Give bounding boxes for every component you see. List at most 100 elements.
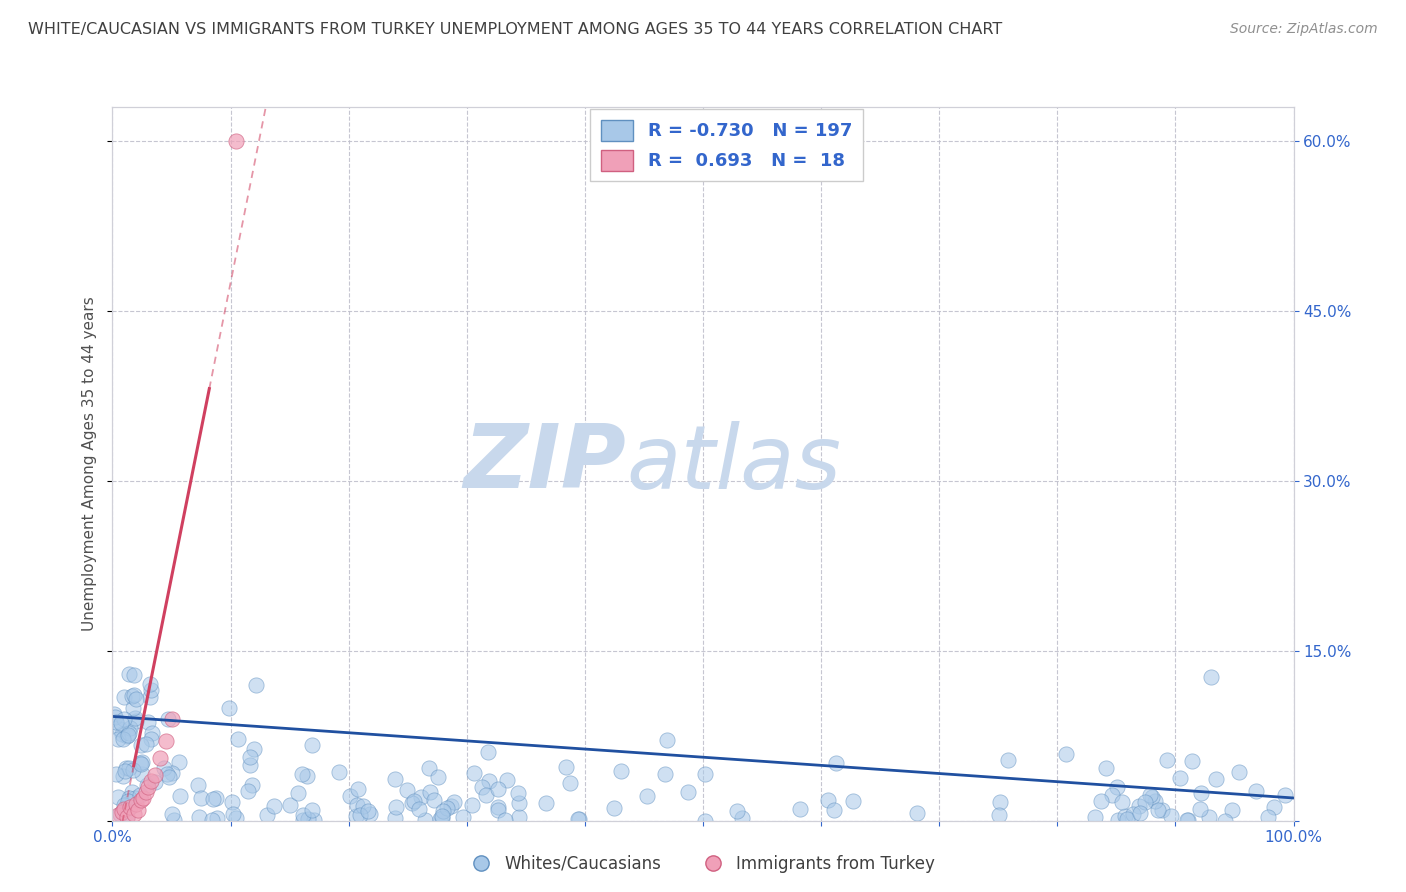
Point bbox=[695, 767, 717, 781]
Point bbox=[157, 712, 180, 726]
Point bbox=[1090, 794, 1112, 808]
Point bbox=[1181, 754, 1204, 768]
Point bbox=[118, 721, 141, 735]
Point bbox=[124, 711, 146, 725]
Point bbox=[347, 782, 370, 797]
Point bbox=[475, 788, 498, 802]
Point bbox=[139, 690, 162, 704]
Point bbox=[263, 798, 285, 813]
Point bbox=[239, 758, 262, 772]
Point bbox=[508, 796, 530, 810]
Point bbox=[430, 808, 453, 822]
Point bbox=[1156, 753, 1178, 767]
Point bbox=[1189, 785, 1212, 799]
Point bbox=[143, 775, 166, 789]
Point bbox=[1227, 764, 1250, 779]
Point bbox=[385, 800, 408, 814]
Point bbox=[141, 774, 163, 789]
Point bbox=[1177, 814, 1199, 828]
Point bbox=[789, 802, 811, 816]
Point bbox=[118, 801, 141, 815]
Point bbox=[104, 710, 127, 724]
Point bbox=[1128, 798, 1150, 813]
Point bbox=[1115, 812, 1137, 826]
Point bbox=[112, 802, 135, 816]
Point bbox=[118, 667, 141, 681]
Point bbox=[160, 712, 183, 726]
Point bbox=[136, 780, 159, 794]
Point bbox=[508, 810, 530, 824]
Point bbox=[401, 796, 423, 810]
Point bbox=[118, 726, 141, 740]
Point bbox=[1054, 747, 1077, 761]
Point bbox=[426, 770, 449, 784]
Point bbox=[256, 808, 278, 822]
Point bbox=[111, 805, 134, 819]
Point bbox=[568, 812, 591, 826]
Point bbox=[555, 760, 578, 774]
Point bbox=[108, 807, 131, 822]
Point bbox=[1177, 814, 1199, 828]
Point bbox=[997, 754, 1019, 768]
Point bbox=[443, 795, 465, 809]
Point bbox=[817, 793, 839, 807]
Point bbox=[1107, 813, 1129, 827]
Point bbox=[636, 789, 658, 804]
Point bbox=[1263, 800, 1285, 814]
Point bbox=[654, 766, 676, 780]
Point bbox=[190, 791, 212, 805]
Point bbox=[402, 794, 425, 808]
Point bbox=[201, 814, 224, 828]
Point bbox=[409, 790, 432, 805]
Point bbox=[121, 689, 143, 703]
Text: Source: ZipAtlas.com: Source: ZipAtlas.com bbox=[1230, 22, 1378, 37]
Point bbox=[396, 783, 419, 797]
Point bbox=[1274, 788, 1296, 802]
Point bbox=[429, 812, 451, 826]
Point bbox=[1199, 670, 1222, 684]
Point bbox=[112, 690, 135, 704]
Point bbox=[122, 668, 145, 682]
Point bbox=[187, 810, 209, 824]
Point bbox=[226, 732, 249, 747]
Point bbox=[1257, 810, 1279, 824]
Point bbox=[295, 769, 318, 783]
Point bbox=[494, 813, 516, 827]
Legend: R = -0.730   N = 197, R =  0.693   N =  18: R = -0.730 N = 197, R = 0.693 N = 18 bbox=[591, 109, 863, 181]
Point bbox=[131, 755, 153, 769]
Point bbox=[676, 785, 699, 799]
Point bbox=[1084, 810, 1107, 824]
Point bbox=[1101, 789, 1123, 803]
Point bbox=[352, 798, 374, 813]
Point bbox=[558, 776, 581, 790]
Point bbox=[167, 755, 190, 769]
Point bbox=[292, 808, 315, 822]
Point bbox=[1220, 803, 1243, 817]
Point bbox=[129, 756, 152, 771]
Point bbox=[118, 791, 141, 805]
Point bbox=[117, 811, 139, 825]
Point bbox=[463, 766, 485, 780]
Point bbox=[125, 797, 148, 811]
Point bbox=[508, 786, 530, 800]
Point bbox=[292, 814, 315, 828]
Point bbox=[413, 813, 436, 827]
Point bbox=[221, 795, 243, 809]
Point bbox=[825, 756, 848, 771]
Point bbox=[118, 761, 141, 775]
Point bbox=[471, 780, 494, 794]
Point bbox=[117, 794, 139, 808]
Point bbox=[245, 678, 267, 692]
Point bbox=[1147, 803, 1170, 817]
Point bbox=[105, 715, 128, 730]
Point bbox=[1188, 802, 1211, 816]
Point bbox=[693, 814, 716, 828]
Point bbox=[731, 811, 754, 825]
Point bbox=[201, 792, 224, 806]
Point bbox=[1144, 793, 1167, 807]
Point bbox=[1095, 761, 1118, 775]
Point bbox=[477, 746, 499, 760]
Point bbox=[357, 804, 380, 818]
Point bbox=[432, 804, 454, 818]
Point bbox=[114, 799, 136, 814]
